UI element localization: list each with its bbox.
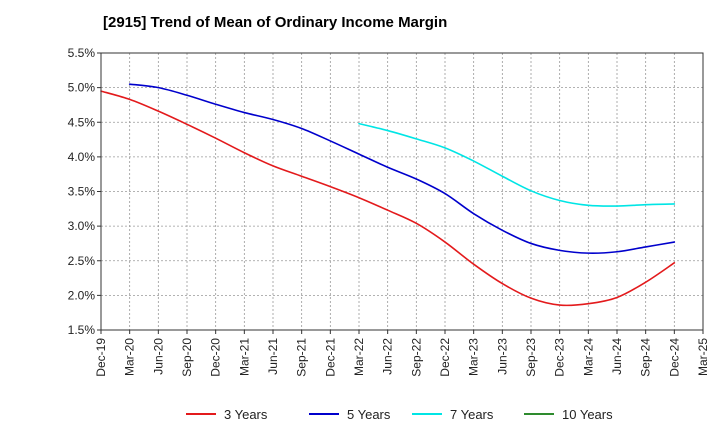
x-tick-label: Sep-20 bbox=[180, 338, 194, 377]
x-tick-label: Sep-23 bbox=[524, 338, 538, 377]
x-tick-label: Dec-24 bbox=[667, 338, 681, 377]
y-axis: 1.5% 2.0% 2.5% 3.0% 3.5% 4.0% 4.5% 5.0% 5.5% bbox=[68, 46, 101, 337]
x-tick-label: Sep-22 bbox=[409, 338, 423, 377]
y-tick-label: 3.0% bbox=[68, 219, 96, 233]
legend: 3 Years 5 Years 7 Years 10 Years bbox=[186, 407, 613, 422]
x-tick-label: Mar-23 bbox=[467, 338, 481, 376]
y-tick-label: 1.5% bbox=[68, 323, 96, 337]
y-tick-label: 4.0% bbox=[68, 150, 96, 164]
legend-label: 5 Years bbox=[347, 407, 391, 422]
x-tick-label: Mar-24 bbox=[581, 338, 595, 376]
y-tick-label: 5.0% bbox=[68, 81, 96, 95]
x-tick-label: Sep-24 bbox=[639, 338, 653, 377]
series-line-7-years bbox=[358, 122, 676, 207]
y-tick-label: 5.5% bbox=[68, 46, 96, 60]
x-tick-label: Dec-20 bbox=[209, 338, 223, 377]
x-tick-label: Jun-22 bbox=[381, 338, 395, 375]
x-tick-label: Mar-25 bbox=[696, 338, 710, 376]
x-axis: Dec-19 Mar-20 Jun-20 Sep-20 Dec-20 Mar-21 Jun-… bbox=[94, 330, 710, 377]
legend-label: 3 Years bbox=[224, 407, 268, 422]
legend-label: 10 Years bbox=[562, 407, 613, 422]
x-tick-label: Mar-21 bbox=[237, 338, 251, 376]
x-tick-label: Mar-20 bbox=[123, 338, 137, 376]
x-tick-label: Dec-22 bbox=[438, 338, 452, 377]
y-tick-label: 2.0% bbox=[68, 288, 96, 302]
x-tick-label: Dec-23 bbox=[553, 338, 567, 377]
x-tick-label: Dec-21 bbox=[323, 338, 337, 377]
chart-title: [2915] Trend of Mean of Ordinary Income … bbox=[103, 14, 448, 31]
series-lines bbox=[100, 83, 676, 307]
series-line-5-years bbox=[128, 83, 676, 254]
x-tick-label: Jun-23 bbox=[495, 338, 509, 375]
x-tick-label: Dec-19 bbox=[94, 338, 108, 377]
x-tick-label: Sep-21 bbox=[295, 338, 309, 377]
y-tick-label: 3.5% bbox=[68, 185, 96, 199]
x-tick-label: Jun-24 bbox=[610, 338, 624, 375]
series-line-3-years bbox=[100, 90, 676, 307]
y-tick-label: 4.5% bbox=[68, 115, 96, 129]
x-tick-label: Mar-22 bbox=[352, 338, 366, 376]
legend-label: 7 Years bbox=[450, 407, 494, 422]
x-tick-label: Jun-21 bbox=[266, 338, 280, 375]
x-tick-label: Jun-20 bbox=[151, 338, 165, 375]
y-tick-label: 2.5% bbox=[68, 254, 96, 268]
